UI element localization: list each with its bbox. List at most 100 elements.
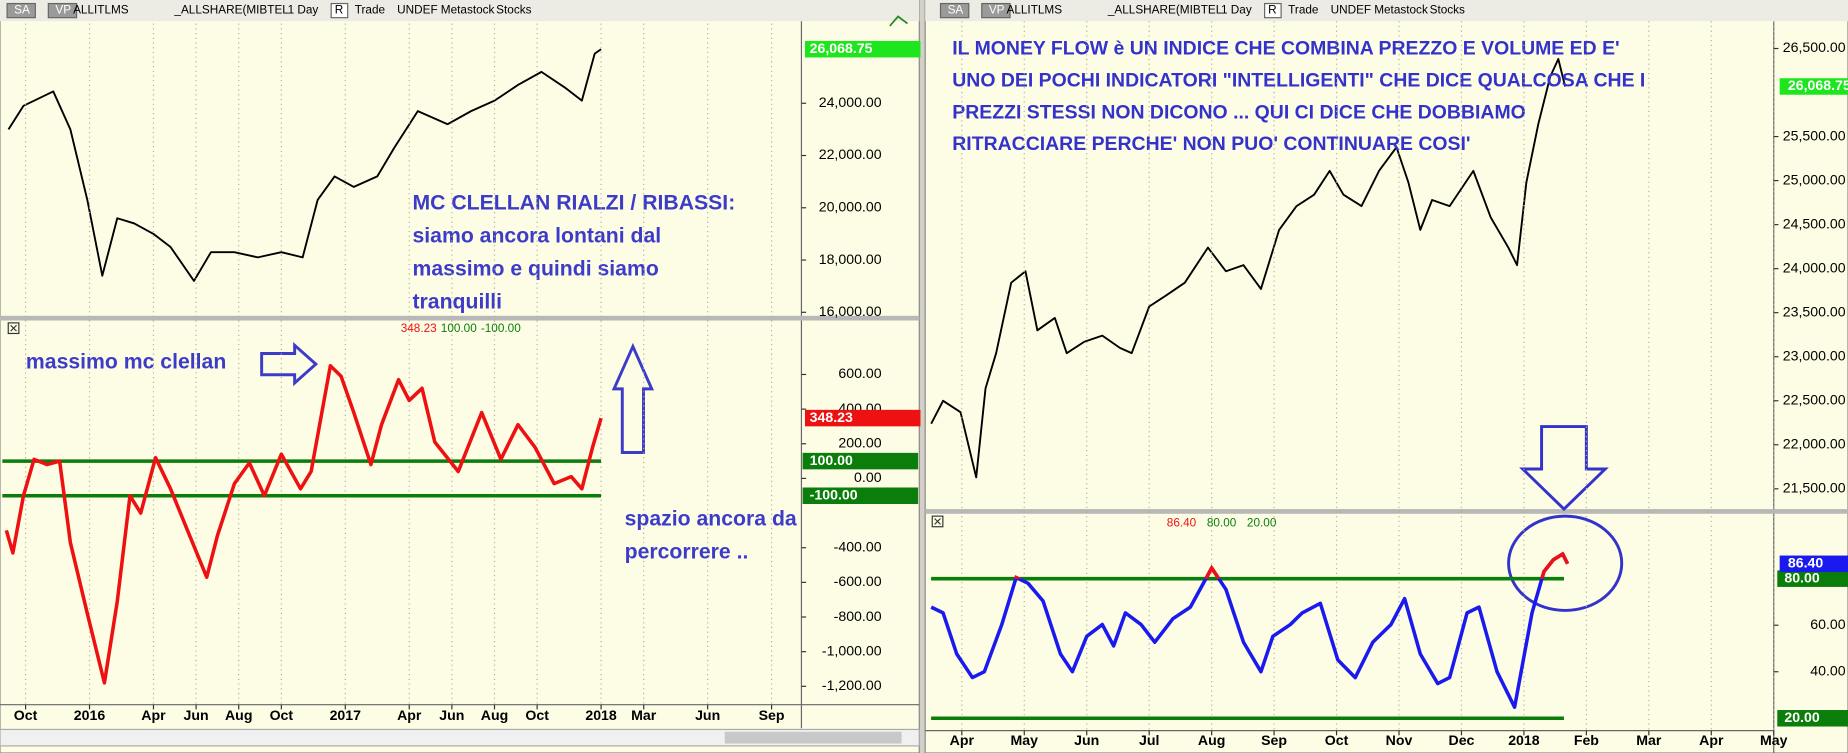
- annotation: PREZZI STESSI NON DICONO ... QUI CI DICE…: [952, 101, 1525, 123]
- x-tick-label: Jul: [1139, 732, 1159, 748]
- annotation: massimo e quindi siamo: [413, 257, 659, 280]
- x-tick-label: Oct: [1325, 732, 1349, 748]
- toolbar-field: 1 Day: [288, 4, 319, 17]
- x-tick-label: Sep: [1261, 732, 1287, 748]
- series-line: [930, 552, 1570, 709]
- up-arrow: [611, 342, 655, 454]
- x-tick-label: May: [1011, 732, 1039, 748]
- close-button[interactable]: [931, 515, 944, 528]
- toolbar-field: R: [335, 4, 344, 17]
- series-line: [4, 364, 603, 685]
- toolbar-field: Trade: [1288, 4, 1319, 17]
- annotation: IL MONEY FLOW è UN INDICE CHE COMBINA PR…: [952, 38, 1619, 60]
- x-tick-label: Jun: [1074, 732, 1099, 748]
- toolbar-button[interactable]: [6, 2, 36, 19]
- x-tick-label: Jun: [184, 707, 209, 723]
- reference-label-box: [1777, 710, 1848, 727]
- last-value-box: [804, 40, 921, 58]
- panel-separator: [925, 509, 1848, 514]
- reference-label-box: [802, 452, 919, 470]
- y-tick-label: 23,000.00: [1783, 347, 1846, 363]
- series-line: [7, 48, 602, 282]
- toolbar-field: ALLITLMS: [73, 4, 129, 17]
- x-tick-label: Aug: [1198, 732, 1225, 748]
- x-tick-label: 2018: [585, 707, 617, 723]
- series-line: [930, 58, 1567, 479]
- x-tick-label: Apr: [397, 707, 422, 723]
- y-tick-label: 200.00: [838, 435, 881, 451]
- toolbar-button[interactable]: [47, 2, 78, 19]
- x-tick-label: 2017: [330, 707, 362, 723]
- toolbar: [925, 0, 1848, 22]
- y-tick-label: 600.00: [838, 365, 881, 381]
- last-value-box: [804, 409, 921, 427]
- y-tick-label: -600.00: [834, 573, 882, 589]
- y-tick-label: 25,500.00: [1783, 127, 1846, 143]
- y-tick-label: -1,000.00: [822, 642, 882, 658]
- x-tick-label: Mar: [1636, 732, 1662, 748]
- toolbar-button[interactable]: [1264, 2, 1282, 19]
- toolbar-field: VP: [55, 4, 71, 17]
- indicator-header: 86.40: [1167, 516, 1197, 529]
- y-tick-label: 18,000.00: [819, 251, 882, 267]
- y-tick-label: 24,000.00: [1783, 259, 1846, 275]
- x-tick-label: Jun: [695, 707, 720, 723]
- highlight-circle: [1507, 514, 1624, 612]
- y-tick-label: 20,000.00: [819, 199, 882, 215]
- sync-icon[interactable]: [889, 15, 909, 27]
- x-tick-label: Oct: [14, 707, 38, 723]
- close-button[interactable]: [7, 322, 20, 335]
- panel-separator: [0, 315, 920, 321]
- last-value-label: 26,068.75: [1788, 77, 1848, 93]
- x-tick-label: Feb: [1574, 732, 1599, 748]
- y-tick-label: 22,500.00: [1783, 391, 1846, 407]
- y-tick-label: -1,200.00: [822, 677, 882, 693]
- toolbar-button[interactable]: [981, 2, 1011, 19]
- toolbar-button[interactable]: [330, 2, 349, 19]
- toolbar-button[interactable]: [939, 2, 970, 19]
- last-value-label: 26,068.75: [810, 40, 873, 56]
- toolbar-field: VP: [989, 4, 1005, 17]
- close-icon: [10, 324, 17, 332]
- x-tick-label: 2016: [74, 707, 106, 723]
- reference-label: 80.00: [1784, 569, 1819, 585]
- reference-label-box: [1777, 570, 1848, 587]
- y-tick-label: 24,500.00: [1783, 215, 1846, 231]
- toolbar-field: Metastock: [441, 4, 495, 17]
- toolbar-field: Stocks: [1430, 4, 1465, 17]
- y-tick-label: -800.00: [834, 608, 882, 624]
- y-tick-label: 24,000.00: [819, 94, 882, 110]
- scrollbar-thumb[interactable]: [724, 731, 902, 744]
- indicator-header: 348.23: [401, 322, 437, 335]
- x-tick-label: Nov: [1386, 732, 1413, 748]
- last-value-label: 86.40: [1788, 555, 1823, 571]
- x-tick-label: 2018: [1508, 732, 1540, 748]
- indicator-header: 20.00: [1247, 516, 1277, 529]
- window-frame: [0, 0, 920, 753]
- close-icon: [934, 518, 941, 525]
- toolbar-field: SA: [948, 4, 964, 17]
- x-tick-label: Jun: [439, 707, 464, 723]
- y-tick-label: 16,000.00: [819, 303, 882, 319]
- indicator-header: 80.00: [1207, 516, 1237, 529]
- annotation: UNO DEI POCHI INDICATORI "INTELLIGENTI" …: [952, 69, 1645, 91]
- x-tick-label: Sep: [759, 707, 785, 723]
- x-tick-label: Aug: [481, 707, 508, 723]
- toolbar-field: 1 Day: [1221, 4, 1252, 17]
- y-tick-label: 0.00: [854, 469, 882, 485]
- toolbar-field: R: [1268, 4, 1277, 17]
- y-tick-label: -400.00: [834, 538, 882, 554]
- reference-label: 20.00: [1784, 709, 1819, 725]
- last-value-box: [1779, 78, 1848, 95]
- x-tick-label: Aug: [225, 707, 252, 723]
- y-tick-label: 40.00: [1810, 662, 1845, 678]
- left-window: [0, 0, 920, 753]
- x-tick-label: Mar: [631, 707, 657, 723]
- annotation: percorrere ..: [625, 540, 749, 563]
- last-value-label: 348.23: [810, 409, 853, 425]
- toolbar-field: UNDEF: [1331, 4, 1372, 17]
- scrollbar[interactable]: [0, 728, 920, 747]
- toolbar-field: Metastock: [1374, 4, 1428, 17]
- toolbar-field: ALLITLMS: [1007, 4, 1063, 17]
